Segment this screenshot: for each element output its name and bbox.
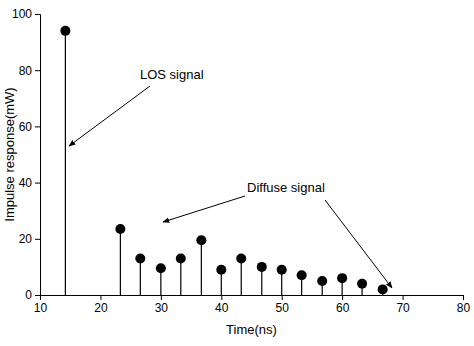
y-tick: 100 — [12, 7, 40, 21]
y-tick-mark — [35, 183, 40, 184]
x-tick: 20 — [94, 295, 108, 315]
stem-marker — [115, 224, 125, 234]
x-tick-label: 80 — [457, 301, 471, 315]
stem-marker — [176, 253, 186, 263]
y-tick-label: 80 — [19, 64, 33, 78]
y-tick-label: 0 — [25, 288, 32, 302]
annotation: LOS signal — [140, 67, 204, 82]
y-tick-label: 20 — [19, 232, 33, 246]
stem-line — [120, 229, 121, 295]
x-tick: 40 — [215, 295, 229, 315]
plot-area: 10 20 30 40 50 60 70 80 0 20 40 60 80 100 — [12, 7, 471, 314]
annotation: Diffuse signal — [247, 180, 325, 195]
x-tick: 50 — [276, 295, 290, 315]
stem-marker — [297, 270, 307, 280]
x-axis: 10 20 30 40 50 60 70 80 — [34, 295, 471, 315]
y-tick-label: 40 — [19, 176, 33, 190]
stem-marker — [156, 263, 166, 273]
annotation-arrow — [325, 200, 392, 288]
y-axis-title: Impulse response(mW) — [2, 87, 17, 221]
y-tick-mark — [35, 14, 40, 15]
stem-marker — [378, 284, 388, 294]
x-tick: 10 — [34, 295, 48, 315]
y-tick: 20 — [19, 232, 40, 246]
stem-marker — [135, 253, 145, 263]
stem-marker — [357, 279, 367, 289]
y-tick-mark — [35, 295, 40, 296]
y-tick-mark — [35, 70, 40, 71]
x-tick-label: 70 — [396, 301, 410, 315]
chart: 10 20 30 40 50 60 70 80 0 20 40 60 80 100 Time(ns) Impu… — [0, 0, 474, 346]
stem-line — [180, 258, 181, 295]
x-tick-label: 50 — [276, 301, 290, 315]
y-tick: 40 — [19, 176, 40, 190]
x-tick: 70 — [396, 295, 410, 315]
x-tick: 80 — [457, 295, 471, 315]
x-tick-mark — [282, 295, 283, 300]
stem-marker — [277, 265, 287, 275]
x-tick-mark — [161, 295, 162, 300]
y-axis-line — [35, 15, 41, 296]
stem-marker — [317, 276, 327, 286]
x-tick-label: 20 — [94, 301, 108, 315]
x-tick-label: 40 — [215, 301, 229, 315]
x-tick-mark — [221, 295, 222, 300]
y-tick: 60 — [19, 120, 40, 134]
x-tick-label: 10 — [34, 301, 48, 315]
y-tick-label: 100 — [12, 7, 32, 21]
x-axis-title: Time(ns) — [226, 322, 277, 337]
annotation-arrow — [163, 196, 245, 222]
stem-line — [201, 240, 202, 295]
stem-marker — [337, 273, 347, 283]
y-tick-label: 60 — [19, 120, 33, 134]
stem-line — [65, 31, 66, 295]
x-tick-mark — [100, 295, 101, 300]
stem-marker — [216, 265, 226, 275]
x-axis-line — [41, 296, 464, 301]
x-tick-mark — [403, 295, 404, 300]
x-tick: 30 — [155, 295, 169, 315]
stem-marker — [196, 235, 206, 245]
y-tick: 80 — [19, 64, 40, 78]
annotations: LOS signal Diffuse signal — [69, 67, 392, 288]
x-tick-label: 60 — [336, 301, 350, 315]
stem-line — [241, 258, 242, 295]
x-tick: 60 — [336, 295, 350, 315]
y-tick-mark — [35, 239, 40, 240]
stem-marker — [257, 262, 267, 272]
stem-marker — [60, 26, 70, 36]
y-tick: 0 — [25, 288, 40, 302]
stem-marker — [236, 253, 246, 263]
x-tick-mark — [342, 295, 343, 300]
stem-line — [140, 258, 141, 295]
stems — [60, 26, 387, 295]
y-tick-mark — [35, 126, 40, 127]
x-tick-label: 30 — [155, 301, 169, 315]
annotation-arrow — [69, 86, 150, 146]
x-tick-mark — [463, 295, 464, 300]
